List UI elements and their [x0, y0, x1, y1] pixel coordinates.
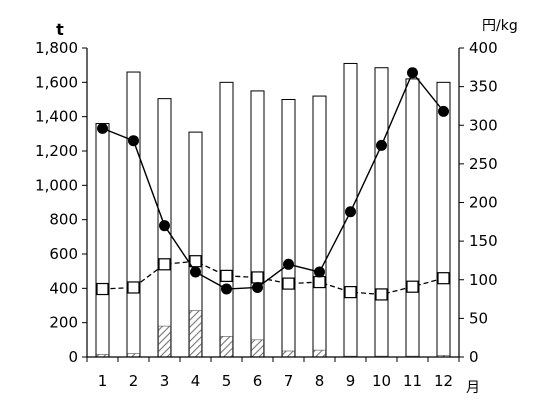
square-marker-2: [127, 281, 140, 294]
left-tick-label: 200: [49, 314, 78, 332]
bar-total-11: [405, 78, 420, 358]
solid-price-line: [102, 71, 445, 290]
right-tick-label: 0: [469, 348, 479, 366]
square-marker-5: [220, 269, 233, 282]
square-marker-9: [344, 286, 357, 299]
x-axis-unit: 月: [466, 380, 480, 396]
right-tick-label: 400: [469, 39, 498, 57]
left-tick-label: 1,000: [35, 176, 78, 194]
x-tick-label: 1: [98, 372, 108, 390]
bar-hatched-7: [282, 350, 295, 358]
right-tick-label: 100: [469, 271, 498, 289]
circle-marker-8: [314, 266, 325, 278]
circle-marker-6: [252, 281, 263, 293]
x-tick-label: 7: [284, 372, 294, 390]
x-tick-label: 9: [346, 372, 356, 390]
x-tick-label: 2: [129, 372, 139, 390]
right-tick-label: 200: [469, 194, 498, 212]
square-marker-8: [313, 275, 326, 289]
bar-total-6: [250, 90, 265, 358]
axes-layer: 0 200 400 600 800 1,000 1,200 1,400 1,600 1,800 0 5…: [35, 39, 498, 390]
square-marker-12: [437, 272, 450, 285]
circle-marker-5: [221, 283, 232, 295]
square-marker-3: [158, 258, 171, 271]
x-tick-label: 3: [160, 372, 170, 390]
square-marker-11: [406, 280, 419, 293]
circle-marker-1: [97, 122, 108, 134]
right-tick-label: 50: [469, 309, 488, 327]
circle-marker-4: [190, 266, 201, 278]
circle-marker-7: [283, 258, 294, 270]
square-marker-7: [282, 277, 295, 290]
circle-marker-11: [407, 67, 418, 79]
x-tick-label: 10: [372, 372, 391, 390]
bar-total-2: [126, 71, 141, 358]
right-tick-label: 250: [469, 155, 498, 173]
circle-marker-10: [376, 139, 387, 151]
left-tick-label: 800: [49, 211, 78, 229]
bar-total-8: [312, 95, 327, 358]
left-tick-label: 400: [49, 279, 78, 297]
circle-marker-3: [159, 220, 170, 232]
bar-hatched-6: [251, 339, 264, 358]
left-tick-label: 1,600: [35, 73, 78, 91]
bar-total-12: [436, 81, 451, 358]
x-tick-label: 11: [403, 372, 422, 390]
circle-marker-9: [345, 206, 356, 218]
bar-total-5: [219, 81, 234, 358]
right-axis-unit: 円/kg: [482, 18, 518, 34]
circle-marker-12: [438, 105, 449, 117]
line-layer: [96, 67, 450, 301]
square-marker-10: [375, 288, 388, 301]
x-tick-label: 6: [253, 372, 263, 390]
x-tick-label: 8: [315, 372, 325, 390]
bar-total-10: [374, 67, 389, 358]
left-tick-label: 1,800: [35, 39, 78, 57]
left-tick-label: 0: [68, 348, 78, 366]
left-tick-label: 1,400: [35, 108, 78, 126]
square-marker-1: [96, 282, 109, 296]
left-axis-unit: t: [56, 20, 64, 39]
right-tick-label: 300: [469, 116, 498, 134]
right-tick-label: 150: [469, 232, 498, 250]
bar-hatched-3: [158, 325, 171, 358]
left-tick-label: 1,200: [35, 142, 78, 160]
x-tick-label: 5: [222, 372, 232, 390]
circle-marker-2: [128, 135, 139, 147]
bar-total-7: [281, 99, 296, 358]
x-tick-label: 12: [434, 372, 453, 390]
bar-hatched-4: [189, 310, 202, 358]
right-tick-label: 350: [469, 78, 498, 96]
dashed-price-line: [102, 260, 444, 296]
left-tick-label: 600: [49, 245, 78, 263]
x-tick-label: 4: [191, 372, 201, 390]
bar-hatched-8: [313, 349, 326, 358]
square-marker-6: [251, 271, 264, 284]
bar-hatched-5: [220, 336, 233, 358]
bar-total-1: [95, 123, 110, 358]
